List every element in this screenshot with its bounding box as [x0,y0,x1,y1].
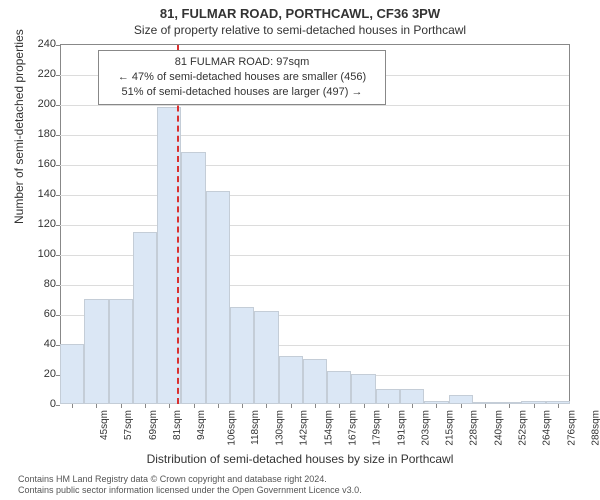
xtick-mark [436,404,437,408]
xtick-mark [558,404,559,408]
ytick-mark [56,195,60,196]
xtick-mark [339,404,340,408]
xtick-mark [121,404,122,408]
ytick-label: 80 [26,278,56,290]
xtick-mark [72,404,73,408]
ytick-label: 180 [26,128,56,140]
chart-container: 81, FULMAR ROAD, PORTHCAWL, CF36 3PW Siz… [0,0,600,500]
xtick-mark [145,404,146,408]
ytick-mark [56,255,60,256]
xtick-label: 276sqm [566,410,577,446]
plot-area: 81 FULMAR ROAD: 97sqm ← 47% of semi-deta… [60,44,570,404]
xtick-label: 106sqm [226,410,237,446]
xtick-mark [169,404,170,408]
histogram-bar [206,191,230,404]
annotation-line-2: ← 47% of semi-detached houses are smalle… [105,70,379,85]
ytick-mark [56,315,60,316]
xtick-label: 69sqm [148,410,159,440]
xtick-mark [485,404,486,408]
xtick-label: 215sqm [445,410,456,446]
xtick-label: 94sqm [196,410,207,440]
histogram-bar [109,299,133,404]
histogram-bar [254,311,278,404]
ytick-mark [56,285,60,286]
xtick-label: 142sqm [299,410,310,446]
ytick-mark [56,225,60,226]
xtick-label: 179sqm [372,410,383,446]
ytick-label: 200 [26,98,56,110]
annotation-line-1: 81 FULMAR ROAD: 97sqm [105,55,379,70]
xtick-mark [266,404,267,408]
ytick-label: 100 [26,248,56,260]
xtick-label: 167sqm [348,410,359,446]
xtick-label: 57sqm [123,410,134,440]
xtick-mark [291,404,292,408]
y-axis-label: Number of semi-detached properties [12,29,26,224]
histogram-bar [279,356,303,404]
xtick-label: 288sqm [590,410,600,446]
gridline-h [60,105,569,106]
xtick-mark [315,404,316,408]
gridline-h [60,165,569,166]
xtick-mark [242,404,243,408]
histogram-bar [303,359,327,404]
xtick-label: 45sqm [99,410,110,440]
xtick-label: 240sqm [493,410,504,446]
xtick-mark [534,404,535,408]
ytick-label: 20 [26,368,56,380]
xtick-mark [461,404,462,408]
ytick-label: 60 [26,308,56,320]
ytick-mark [56,105,60,106]
ytick-label: 140 [26,188,56,200]
gridline-h [60,225,569,226]
histogram-bar [376,389,400,404]
xtick-mark [194,404,195,408]
histogram-bar [133,232,157,405]
xtick-mark [388,404,389,408]
xtick-label: 81sqm [172,410,183,440]
chart-title: 81, FULMAR ROAD, PORTHCAWL, CF36 3PW [0,0,600,21]
histogram-bar [327,371,351,404]
xtick-label: 228sqm [469,410,480,446]
ytick-mark [56,135,60,136]
histogram-bar [60,344,84,404]
ytick-mark [56,165,60,166]
attribution-line-2: Contains public sector information licen… [18,485,362,496]
ytick-label: 240 [26,38,56,50]
xtick-label: 203sqm [420,410,431,446]
xtick-mark [412,404,413,408]
xtick-label: 118sqm [250,410,261,445]
xtick-mark [509,404,510,408]
annotation-box: 81 FULMAR ROAD: 97sqm ← 47% of semi-deta… [98,50,386,105]
attribution: Contains HM Land Registry data © Crown c… [18,474,362,497]
ytick-mark [56,405,60,406]
xtick-mark [364,404,365,408]
histogram-bar [230,307,254,405]
histogram-bar [400,389,424,404]
xtick-mark [218,404,219,408]
annotation-line-3: 51% of semi-detached houses are larger (… [105,85,379,100]
gridline-h [60,195,569,196]
attribution-line-1: Contains HM Land Registry data © Crown c… [18,474,362,485]
gridline-h [60,135,569,136]
ytick-label: 220 [26,68,56,80]
ytick-label: 0 [26,398,56,410]
ytick-label: 40 [26,338,56,350]
histogram-bar [449,395,473,404]
xtick-label: 191sqm [396,410,407,446]
xtick-label: 264sqm [542,410,553,446]
xtick-mark [96,404,97,408]
histogram-bar [181,152,205,404]
chart-subtitle: Size of property relative to semi-detach… [0,21,600,37]
ytick-mark [56,75,60,76]
histogram-bar [84,299,108,404]
histogram-bar [351,374,375,404]
ytick-label: 120 [26,218,56,230]
ytick-mark [56,45,60,46]
ytick-label: 160 [26,158,56,170]
xtick-label: 130sqm [275,410,286,446]
xtick-label: 252sqm [518,410,529,446]
x-axis-label: Distribution of semi-detached houses by … [0,452,600,466]
xtick-label: 154sqm [323,410,334,446]
